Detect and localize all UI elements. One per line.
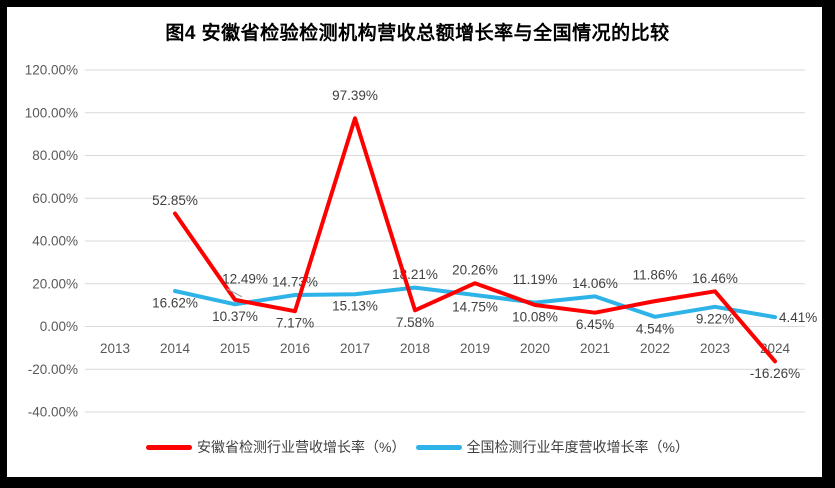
data-label-anhui-2024: -16.26%	[750, 366, 800, 381]
data-label-national-2018: 18.21%	[392, 267, 438, 282]
x-axis-tick-label: 2022	[640, 341, 670, 356]
anhui-series-legend-label: 安徽省检测行业营收增长率（%）	[197, 439, 406, 455]
data-label-anhui-2019: 20.26%	[452, 263, 498, 278]
data-label-anhui-2022: 11.86%	[633, 268, 678, 283]
x-axis-tick-label: 2018	[400, 341, 430, 356]
data-label-national-2022: 4.54%	[636, 321, 674, 336]
x-axis-tick-label: 2023	[700, 341, 730, 356]
y-axis-tick-label: -40.00%	[28, 405, 78, 420]
y-axis-tick-label: 20.00%	[32, 276, 78, 291]
x-axis-tick-label: 2020	[520, 341, 550, 356]
data-label-national-2021: 14.06%	[572, 276, 618, 291]
x-axis-tick-label: 2016	[280, 341, 310, 356]
data-label-anhui-2020: 10.08%	[512, 310, 558, 325]
x-axis-tick-label: 2014	[160, 341, 191, 356]
x-axis-tick-label: 2019	[460, 341, 490, 356]
data-label-anhui-2018: 7.58%	[396, 315, 434, 330]
x-axis-tick-label: 2013	[100, 341, 130, 356]
chart-title: 图4 安徽省检验检测机构营收总额增长率与全国情况的比较	[165, 23, 670, 44]
data-label-national-2020: 11.19%	[513, 272, 558, 287]
legend-item-anhui: 安徽省检测行业营收增长率（%）	[146, 437, 406, 457]
y-axis-tick-label: 60.00%	[32, 191, 78, 206]
data-label-national-2023: 9.22%	[696, 311, 734, 326]
legend-item-national: 全国检测行业年度营收增长率（%）	[415, 437, 689, 457]
data-label-anhui-2023: 16.46%	[692, 271, 738, 286]
data-label-national-2014: 16.62%	[152, 296, 198, 311]
y-axis-tick-label: 100.00%	[25, 105, 78, 120]
data-label-anhui-2014: 52.85%	[152, 193, 198, 208]
data-label-anhui-2021: 6.45%	[576, 317, 614, 332]
series-line-anhui	[173, 116, 777, 364]
data-label-national-2024: 4.41%	[779, 310, 817, 325]
data-label-national-2017: 15.13%	[332, 299, 378, 314]
national-series-line-icon	[415, 444, 462, 450]
data-label-national-2019: 14.75%	[452, 300, 498, 315]
x-axis-tick-label: 2017	[340, 341, 370, 356]
chart-panel	[7, 7, 822, 477]
y-axis-tick-label: 40.00%	[32, 234, 78, 249]
data-label-anhui-2015: 12.49%	[222, 271, 268, 286]
national-series-legend-label: 全国检测行业年度营收增长率（%）	[466, 439, 689, 455]
label-leader-line	[226, 288, 243, 298]
y-axis-tick-label: 80.00%	[32, 148, 78, 163]
anhui-series-line-icon	[146, 444, 193, 450]
data-label-national-2015: 10.37%	[212, 309, 258, 324]
x-axis-tick-label: 2021	[580, 341, 610, 356]
data-label-anhui-2017: 97.39%	[332, 88, 378, 103]
data-label-national-2016: 14.73%	[272, 275, 318, 290]
y-axis-tick-label: 0.00%	[40, 319, 78, 334]
series-line-national	[173, 285, 777, 320]
x-axis-tick-label: 2015	[220, 341, 250, 356]
chart-legend: 安徽省检测行业营收增长率（%） 全国检测行业年度营收增长率（%）	[0, 437, 835, 457]
data-label-anhui-2016: 7.17%	[276, 316, 314, 331]
y-axis-tick-label: -20.00%	[28, 362, 78, 377]
y-axis-tick-label: 120.00%	[25, 63, 78, 78]
